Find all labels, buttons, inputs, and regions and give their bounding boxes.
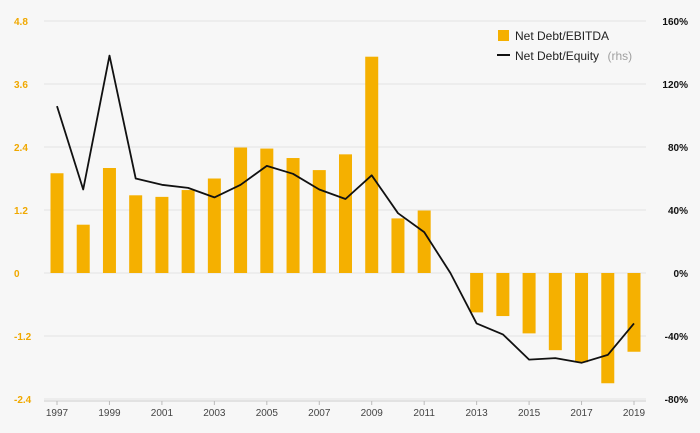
x-axis-ticks: 1997 1999 2001 2003 2005 2007 2009 2011 2013 2015…: [46, 401, 646, 419]
x-tick-label: 2015: [518, 408, 541, 419]
left-tick-label: 1.2: [14, 206, 28, 217]
legend-swatch-bar: [498, 30, 509, 41]
bar-2005: [260, 148, 274, 273]
bar-2015: [522, 273, 536, 334]
bar-2009: [365, 56, 379, 274]
bar-2019: [627, 273, 641, 352]
x-tick-label: 2017: [570, 408, 593, 419]
x-tick-label: 2005: [256, 408, 279, 419]
legend-label-ebitda: Net Debt/EBITDA: [515, 29, 609, 43]
right-tick-label: 80%: [668, 143, 688, 154]
x-tick-label: 2011: [413, 408, 435, 419]
bar-2013: [470, 273, 484, 313]
x-tick-label: 1997: [46, 408, 69, 419]
bar-2010: [391, 218, 405, 273]
bar-1999: [102, 168, 116, 273]
right-tick-label: 0%: [674, 269, 689, 280]
left-tick-label: -2.4: [14, 395, 32, 406]
right-tick-label: 120%: [662, 80, 688, 91]
bar-2001: [155, 196, 169, 273]
bar-2018: [601, 273, 615, 384]
legend-label-equity-group: Net Debt/Equity (rhs): [515, 47, 632, 64]
bar-2007: [312, 170, 326, 273]
left-axis-ticks: 4.8 3.6 2.4 1.2 0 -1.2 -2.4: [14, 17, 32, 406]
left-tick-label: 0: [14, 269, 20, 280]
right-tick-label: -40%: [665, 332, 688, 343]
bar-2006: [286, 158, 300, 273]
line-series-net-debt-equity: [56, 54, 635, 364]
bar-2000: [129, 195, 143, 273]
bar-1997: [50, 173, 64, 273]
right-tick-label: -80%: [665, 395, 688, 406]
bar-2004: [234, 147, 248, 273]
x-tick-label: 1999: [98, 408, 121, 419]
right-tick-label: 160%: [662, 17, 688, 28]
bar-series-net-debt-ebitda: [50, 56, 641, 384]
x-tick-label: 2007: [308, 408, 331, 419]
legend-label-equity: Net Debt/Equity: [515, 49, 599, 63]
x-tick-label: 2001: [151, 408, 174, 419]
x-tick-label: 2013: [466, 408, 489, 419]
x-tick-label: 2019: [623, 408, 646, 419]
bar-2017: [575, 273, 589, 363]
bar-2002: [181, 190, 195, 273]
left-tick-label: -1.2: [14, 332, 32, 343]
bar-1998: [76, 224, 90, 273]
bar-2003: [207, 178, 221, 273]
bar-2008: [339, 154, 352, 273]
left-tick-label: 2.4: [14, 143, 28, 154]
legend: Net Debt/EBITDA Net Debt/Equity (rhs): [497, 29, 632, 64]
right-axis-ticks: 160% 120% 80% 40% 0% -40% -80%: [662, 17, 688, 406]
legend-note-rhs: (rhs): [608, 49, 633, 63]
left-tick-label: 3.6: [14, 80, 28, 91]
bar-2016: [548, 273, 562, 351]
bar-2011: [417, 210, 431, 273]
right-tick-label: 40%: [668, 206, 688, 217]
left-tick-label: 4.8: [14, 17, 28, 28]
x-tick-label: 2003: [203, 408, 226, 419]
bar-2014: [496, 273, 510, 317]
x-tick-label: 2009: [361, 408, 384, 419]
